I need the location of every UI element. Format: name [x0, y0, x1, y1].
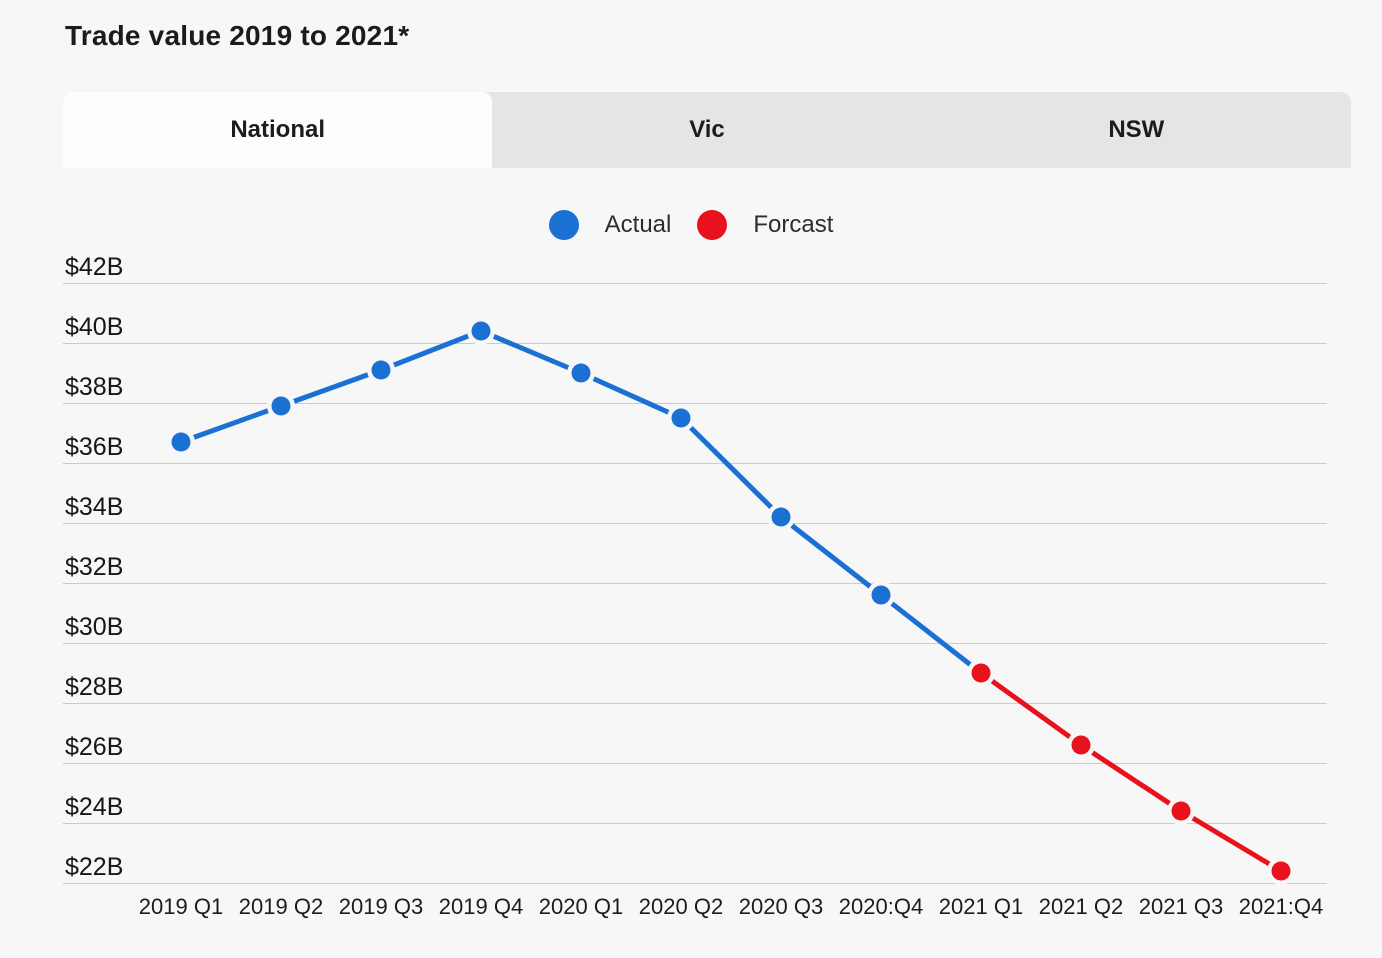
y-axis-tick-label: $40B [65, 313, 124, 341]
legend-label-actual: Actual [604, 211, 672, 238]
gridline [63, 643, 1327, 644]
data-point-actual[interactable] [771, 507, 791, 527]
y-axis-tick-label: $22B [65, 853, 124, 881]
data-point-actual[interactable] [871, 585, 891, 605]
series-line-forcast [978, 670, 1284, 874]
y-axis-tick-label: $36B [65, 433, 124, 461]
gridline [63, 823, 1327, 824]
x-axis-tick-label: 2020:Q4 [838, 894, 924, 919]
actual-series-dot-icon [548, 210, 579, 240]
data-point-actual[interactable] [471, 321, 491, 341]
x-axis-tick-label: 2019 Q3 [338, 894, 424, 919]
x-axis-tick-label: 2019 Q4 [438, 894, 524, 919]
page-title: Trade value 2019 to 2021* [65, 20, 410, 51]
data-point-forcast[interactable] [1071, 735, 1091, 755]
x-axis-tick-label: 2021 Q3 [1138, 894, 1224, 919]
y-axis-tick-label: $42B [65, 253, 124, 281]
y-axis-tick-label: $32B [65, 553, 124, 581]
y-axis-tick-label: $34B [65, 493, 124, 521]
x-axis-tick-label: 2019 Q2 [238, 894, 324, 919]
gridline [63, 283, 1327, 284]
y-axis-tick-label: $28B [65, 673, 124, 701]
legend-label-forcast: Forcast [753, 211, 834, 238]
chart-legend: Actual Forcast [0, 206, 1382, 244]
tab-national[interactable]: National [63, 92, 493, 168]
data-point-actual[interactable] [571, 363, 591, 383]
gridline [63, 403, 1327, 404]
x-axis-tick-label: 2021 Q1 [938, 894, 1024, 919]
x-axis-tick-label: 2021:Q4 [1238, 894, 1324, 919]
data-point-forcast[interactable] [1171, 801, 1191, 821]
gridline [63, 703, 1327, 704]
gridline [63, 343, 1327, 344]
gridline [63, 883, 1327, 884]
data-point-actual[interactable] [371, 360, 391, 380]
gridline [63, 763, 1327, 764]
gridline [63, 583, 1327, 584]
legend-item-actual[interactable]: Actual [548, 210, 672, 240]
legend-item-forcast[interactable]: Forcast [697, 210, 833, 240]
x-axis-tick-label: 2020 Q1 [538, 894, 624, 919]
data-point-actual[interactable] [271, 396, 291, 416]
y-axis-tick-label: $26B [65, 733, 124, 761]
x-axis-tick-label: 2020 Q2 [638, 894, 724, 919]
x-axis-tick-label: 2020 Q3 [738, 894, 824, 919]
data-point-forcast[interactable] [1271, 861, 1291, 881]
tab-bar: National Vic NSW [63, 92, 1351, 168]
y-axis-tick-label: $30B [65, 613, 124, 641]
x-axis-tick-label: 2019 Q1 [138, 894, 224, 919]
gridline [63, 523, 1327, 524]
data-point-actual[interactable] [171, 432, 191, 452]
data-point-forcast[interactable] [971, 663, 991, 683]
tab-vic[interactable]: Vic [689, 116, 725, 143]
data-point-actual[interactable] [671, 408, 691, 428]
x-axis-tick-label: 2021 Q2 [1038, 894, 1124, 919]
gridline [63, 463, 1327, 464]
forecast-series-dot-icon [697, 210, 728, 240]
y-axis-tick-label: $38B [65, 373, 124, 401]
tab-nsw[interactable]: NSW [1108, 116, 1165, 143]
y-axis-tick-label: $24B [65, 793, 124, 821]
